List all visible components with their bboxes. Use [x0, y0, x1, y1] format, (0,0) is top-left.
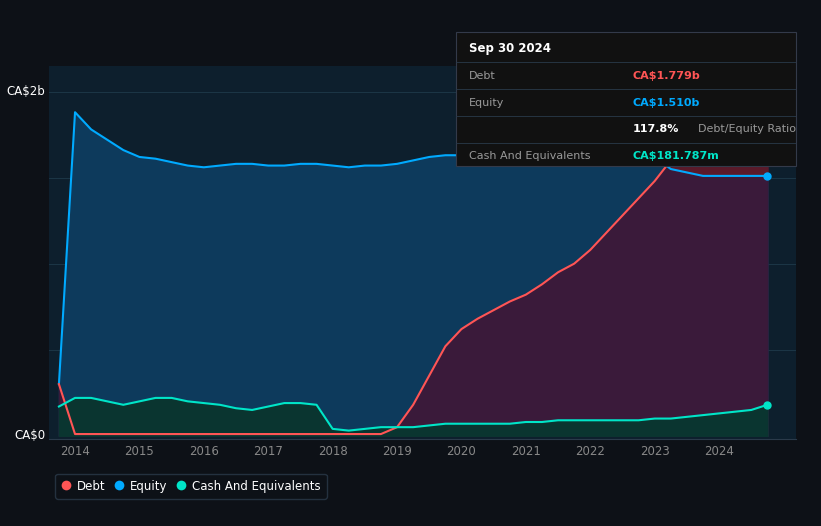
Text: Debt/Equity Ratio: Debt/Equity Ratio — [698, 125, 796, 135]
Text: Debt: Debt — [470, 71, 496, 81]
Text: CA$1.779b: CA$1.779b — [633, 71, 700, 81]
Text: Cash And Equivalents: Cash And Equivalents — [470, 151, 591, 161]
Text: CA$181.787m: CA$181.787m — [633, 151, 719, 161]
Text: CA$1.510b: CA$1.510b — [633, 98, 700, 108]
Legend: Debt, Equity, Cash And Equivalents: Debt, Equity, Cash And Equivalents — [55, 474, 327, 499]
FancyBboxPatch shape — [456, 32, 796, 166]
Text: Sep 30 2024: Sep 30 2024 — [470, 43, 551, 56]
Text: Equity: Equity — [470, 98, 505, 108]
Text: 117.8%: 117.8% — [633, 125, 679, 135]
Text: CA$2b: CA$2b — [7, 85, 45, 98]
Text: CA$0: CA$0 — [15, 429, 45, 442]
